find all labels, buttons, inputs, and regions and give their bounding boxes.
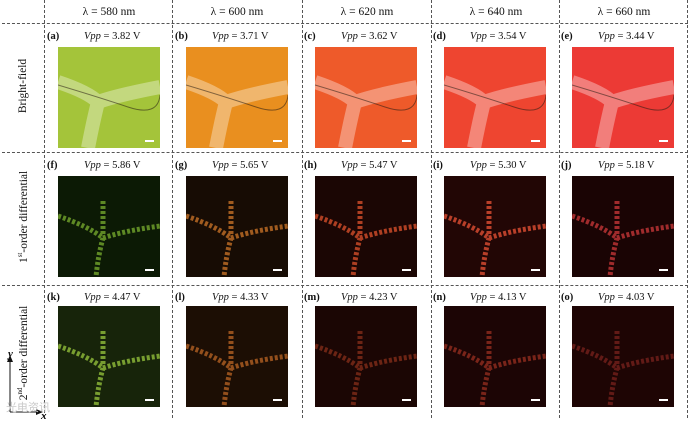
- column-header: λ = 640 nm: [469, 6, 523, 18]
- micrograph-panel: [315, 176, 417, 277]
- scale-bar: [145, 269, 154, 271]
- grid-line: [687, 0, 688, 418]
- row-label: Bright-field: [17, 58, 29, 114]
- panel-letter: (i): [433, 160, 443, 171]
- scale-bar: [659, 399, 668, 401]
- panel-letter: (n): [433, 292, 446, 303]
- watermark: 光电资讯: [6, 401, 50, 414]
- grid-line: [172, 0, 173, 418]
- vpp-value: Vpp = 3.71 V: [212, 31, 269, 42]
- grid-line: [559, 0, 560, 418]
- scale-bar: [659, 269, 668, 271]
- scale-bar: [273, 399, 282, 401]
- scale-bar: [402, 269, 411, 271]
- vpp-value: Vpp = 5.47 V: [341, 160, 398, 171]
- micrograph-panel: [58, 176, 160, 277]
- micrograph-panel: [186, 176, 288, 277]
- panel-letter: (g): [175, 160, 188, 171]
- scale-bar: [531, 140, 540, 142]
- scale-bar: [659, 140, 668, 142]
- panel-letter: (c): [304, 31, 316, 42]
- micrograph-panel: [315, 306, 417, 407]
- micrograph-panel: [444, 306, 546, 407]
- grid-line: [2, 152, 688, 153]
- micrograph-panel: [315, 47, 417, 148]
- grid-line: [44, 0, 45, 418]
- grid-line: [2, 285, 688, 286]
- panel-letter: (l): [175, 292, 185, 303]
- grid-line: [2, 23, 688, 24]
- vpp-value: Vpp = 3.62 V: [341, 31, 398, 42]
- scale-bar: [531, 269, 540, 271]
- vpp-value: Vpp = 3.44 V: [598, 31, 655, 42]
- scale-bar: [145, 399, 154, 401]
- scale-bar: [273, 140, 282, 142]
- grid-line: [302, 0, 303, 418]
- panel-letter: (f): [47, 160, 58, 171]
- scale-bar: [402, 399, 411, 401]
- axis-arrows: [7, 355, 43, 415]
- vpp-value: Vpp = 5.30 V: [470, 160, 527, 171]
- column-header: λ = 620 nm: [340, 6, 394, 18]
- micrograph-panel: [572, 176, 674, 277]
- grid-line: [431, 0, 432, 418]
- panel-letter: (k): [47, 292, 60, 303]
- scale-bar: [145, 140, 154, 142]
- panel-letter: (h): [304, 160, 317, 171]
- micrograph-panel: [186, 306, 288, 407]
- panel-letter: (o): [561, 292, 574, 303]
- row-label: 1st-order differential: [16, 170, 30, 264]
- column-header: λ = 660 nm: [597, 6, 651, 18]
- micrograph-panel: [186, 47, 288, 148]
- scale-bar: [402, 140, 411, 142]
- vpp-value: Vpp = 3.54 V: [470, 31, 527, 42]
- vpp-value: Vpp = 5.18 V: [598, 160, 655, 171]
- vpp-value: Vpp = 5.86 V: [84, 160, 141, 171]
- vpp-value: Vpp = 4.33 V: [212, 292, 269, 303]
- micrograph-panel: [572, 47, 674, 148]
- micrograph-panel: [58, 306, 160, 407]
- vpp-value: Vpp = 4.13 V: [470, 292, 527, 303]
- panel-letter: (j): [561, 160, 572, 171]
- vpp-value: Vpp = 4.03 V: [598, 292, 655, 303]
- panel-letter: (e): [561, 31, 573, 42]
- micrograph-panel: [58, 47, 160, 148]
- vpp-value: Vpp = 4.47 V: [84, 292, 141, 303]
- column-header: λ = 600 nm: [210, 6, 264, 18]
- micrograph-panel: [444, 176, 546, 277]
- scale-bar: [531, 399, 540, 401]
- column-header: λ = 580 nm: [82, 6, 136, 18]
- panel-letter: (b): [175, 31, 188, 42]
- axis-y-label: y: [8, 348, 13, 360]
- micrograph-panel: [444, 47, 546, 148]
- micrograph-panel: [572, 306, 674, 407]
- vpp-value: Vpp = 3.82 V: [84, 31, 141, 42]
- panel-letter: (m): [304, 292, 320, 303]
- panel-letter: (d): [433, 31, 446, 42]
- vpp-value: Vpp = 4.23 V: [341, 292, 398, 303]
- axis-x-label: x: [41, 410, 47, 422]
- vpp-value: Vpp = 5.65 V: [212, 160, 269, 171]
- panel-letter: (a): [47, 31, 60, 42]
- scale-bar: [273, 269, 282, 271]
